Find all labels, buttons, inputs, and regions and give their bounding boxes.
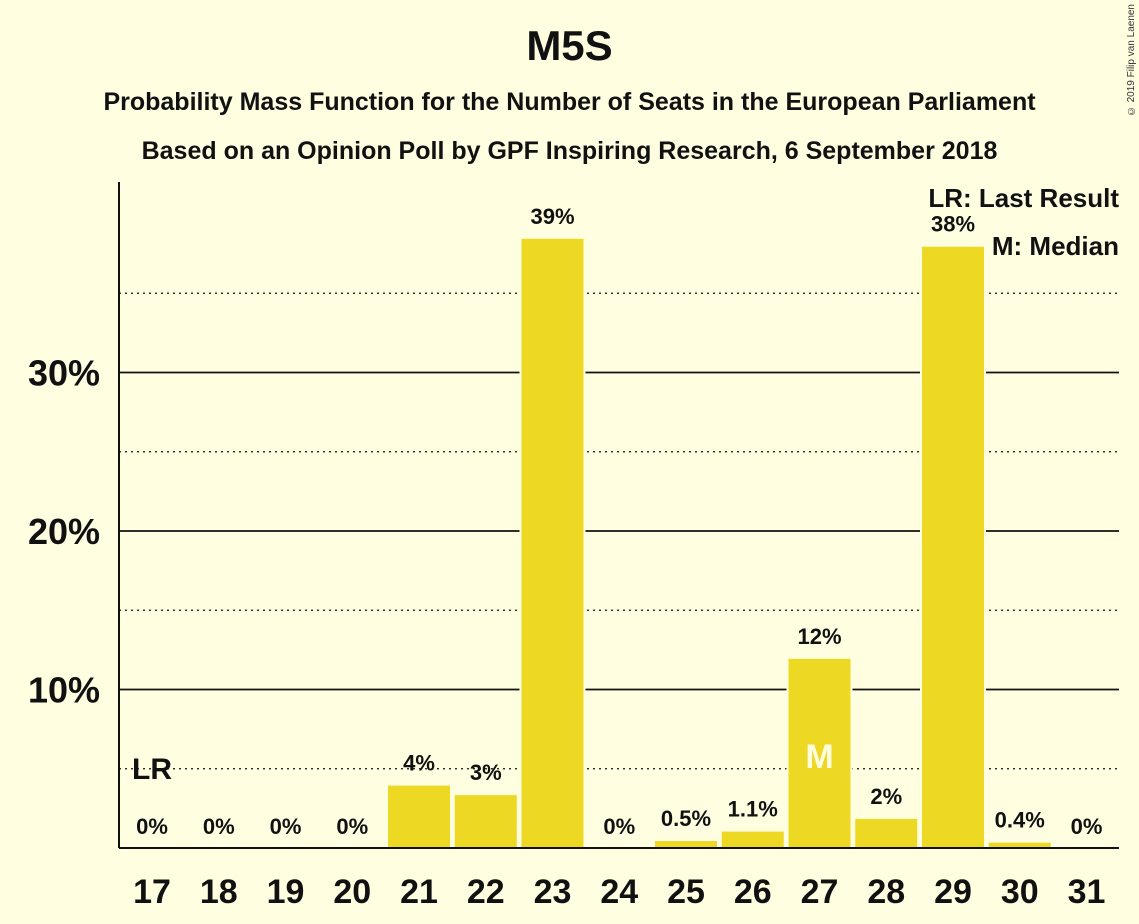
chart-subtitle-source: Based on an Opinion Poll by GPF Inspirin… bbox=[141, 137, 998, 165]
bar-value-label: 1.1% bbox=[728, 797, 778, 822]
bar bbox=[452, 793, 519, 849]
y-tick-label: 10% bbox=[28, 670, 100, 711]
chart-subtitle: Probability Mass Function for the Number… bbox=[103, 88, 1036, 116]
x-tick-label: 27 bbox=[801, 873, 839, 911]
bar bbox=[519, 236, 586, 849]
bar-value-label: 0% bbox=[136, 814, 168, 839]
bar bbox=[719, 829, 786, 850]
x-tick-label: 31 bbox=[1068, 873, 1106, 911]
bar bbox=[653, 839, 719, 850]
bar-value-label: 4% bbox=[403, 751, 435, 776]
last-result-marker: LR bbox=[132, 753, 172, 786]
bar-value-label: 0.5% bbox=[661, 806, 711, 831]
bar bbox=[853, 816, 920, 850]
x-tick-label: 23 bbox=[534, 873, 572, 911]
bar bbox=[386, 783, 452, 849]
x-tick-label: 28 bbox=[867, 873, 905, 911]
x-tick-label: 24 bbox=[600, 873, 638, 911]
y-tick-label: 30% bbox=[28, 353, 100, 394]
x-tick-label: 20 bbox=[333, 873, 371, 911]
y-tick-label: 20% bbox=[28, 511, 100, 552]
x-tick-label: 17 bbox=[133, 873, 171, 911]
bar-value-label: 2% bbox=[870, 784, 902, 809]
bar-value-label: 3% bbox=[470, 760, 502, 785]
bar-value-label: 12% bbox=[797, 624, 841, 649]
x-tick-label: 21 bbox=[400, 873, 438, 911]
bar-value-label: 0% bbox=[336, 814, 368, 839]
bar-value-label: 39% bbox=[530, 204, 574, 229]
bar-value-label: 0% bbox=[1071, 814, 1103, 839]
bar-value-label: 38% bbox=[931, 212, 975, 237]
x-tick-label: 29 bbox=[934, 873, 972, 911]
x-tick-label: 26 bbox=[734, 873, 772, 911]
bar-value-label: 0% bbox=[203, 814, 235, 839]
x-tick-label: 18 bbox=[200, 873, 238, 911]
legend-last-result: LR: Last Result bbox=[928, 183, 1119, 213]
chart-title: M5S bbox=[526, 22, 613, 69]
x-tick-label: 30 bbox=[1001, 873, 1039, 911]
median-marker: M bbox=[805, 738, 833, 776]
x-tick-label: 25 bbox=[667, 873, 705, 911]
bar-value-label: 0% bbox=[270, 814, 302, 839]
bar-value-label: 0.4% bbox=[995, 808, 1045, 833]
bar bbox=[920, 244, 986, 849]
bar-value-label: 0% bbox=[603, 814, 635, 839]
x-tick-label: 19 bbox=[267, 873, 305, 911]
x-tick-label: 22 bbox=[467, 873, 505, 911]
legend-median: M: Median bbox=[991, 231, 1119, 261]
